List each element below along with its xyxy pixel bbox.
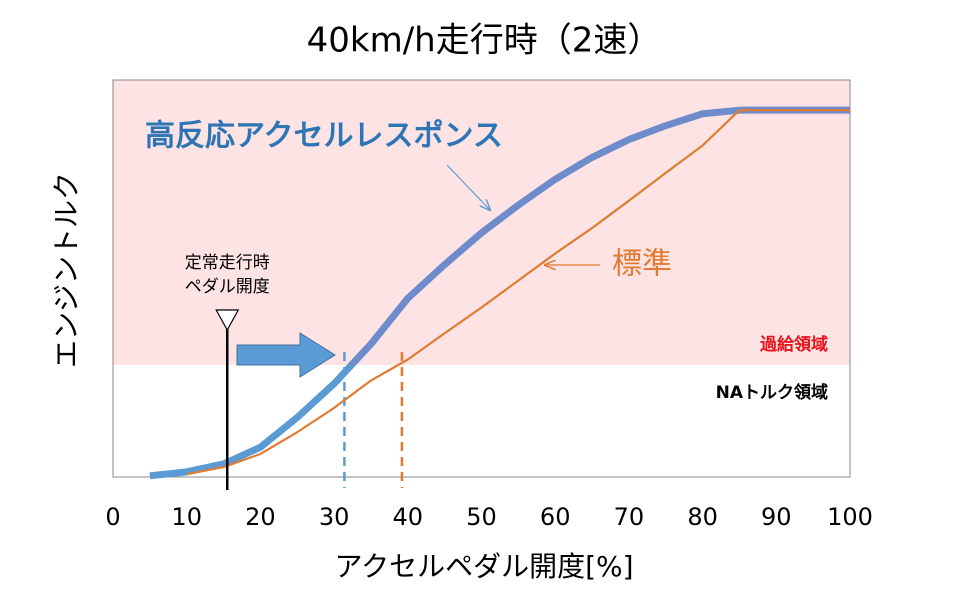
- region-label: 過給領域: [760, 334, 828, 355]
- triangle: [215, 309, 240, 332]
- x-tick-label: 80: [687, 503, 718, 531]
- chart-title: 40km/h走行時（2速）: [307, 21, 662, 61]
- region: [113, 80, 850, 366]
- series-label: 高反応アクセルレスポンス: [145, 119, 503, 154]
- x-axis-label: アクセルペダル開度[%]: [334, 550, 633, 583]
- x-tick-label: 0: [105, 503, 120, 531]
- x-tick-label: 60: [540, 503, 571, 531]
- x-tick-label: 40: [393, 503, 424, 531]
- x-tick-label: 90: [761, 503, 792, 531]
- plot-frame: [112, 79, 851, 478]
- leader: [446, 164, 490, 210]
- steady-label: ペダル開度: [185, 277, 270, 297]
- y-axis-label: エンジントルク: [50, 172, 83, 368]
- series-line: [149, 106, 850, 480]
- x-tick-label: 20: [245, 503, 276, 531]
- x-tick-label: 10: [171, 503, 202, 531]
- series-line: [186, 109, 850, 476]
- series-label: 標準: [612, 247, 672, 282]
- x-tick-label: 70: [614, 503, 645, 531]
- x-tick-label: 50: [466, 503, 497, 531]
- x-tick-label: 30: [319, 503, 350, 531]
- steady-label: 定常走行時: [185, 253, 270, 273]
- region-label: NAトルク領域: [716, 382, 828, 403]
- shift-arrow: [236, 332, 336, 378]
- x-tick-label: 100: [827, 503, 873, 531]
